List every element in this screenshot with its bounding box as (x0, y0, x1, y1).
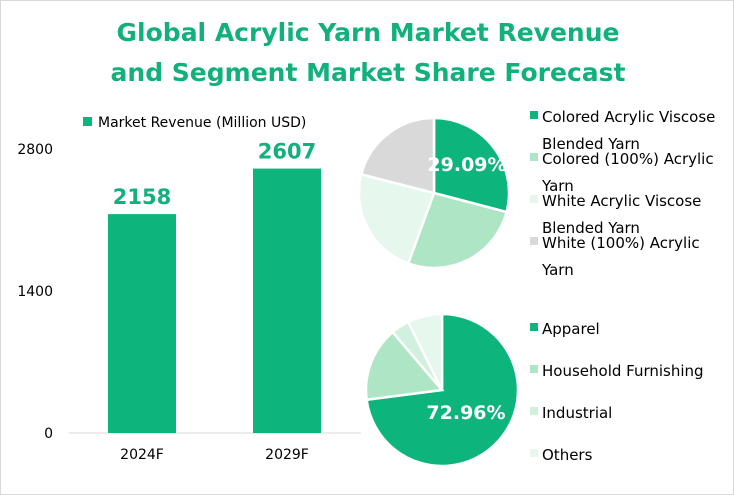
pie-data-label: 29.09% (427, 154, 506, 176)
pie-slice (406, 312, 444, 391)
pie-slice (364, 330, 445, 402)
legend-label: White (100%) Acrylic (542, 234, 700, 252)
legend-label: Others (542, 446, 593, 464)
x-tick-label: 2024F (120, 447, 164, 463)
pie-data-label: 72.96% (426, 402, 505, 424)
legend-swatch (530, 237, 538, 245)
legend-label: Household Furnishing (542, 362, 704, 380)
legend-swatch (530, 323, 538, 331)
legend-label: White Acrylic Viscose (542, 192, 701, 210)
pie-slice (406, 191, 509, 270)
bar-value-label: 2158 (113, 185, 171, 209)
chart-title-line-2: and Segment Market Share Forecast (110, 58, 626, 87)
pie-slice (359, 116, 436, 195)
legend-label: Market Revenue (Million USD) (98, 115, 306, 131)
legend-swatch (530, 153, 538, 161)
bar (253, 168, 321, 433)
x-tick-label: 2029F (265, 447, 309, 463)
y-tick-label: 1400 (17, 284, 53, 300)
legend-swatch (530, 195, 538, 203)
legend-swatch (530, 111, 538, 119)
pie-slice (432, 116, 511, 214)
legend-label: Colored (100%) Acrylic (542, 150, 714, 168)
pie-slice (357, 172, 436, 266)
legend-label: Blended Yarn (542, 219, 640, 237)
y-tick-label: 0 (44, 426, 53, 442)
legend-label: Yarn (541, 177, 574, 195)
y-tick-label: 2800 (17, 142, 53, 158)
legend-label: Colored Acrylic Viscose (542, 108, 715, 126)
legend-swatch (530, 365, 538, 373)
legend-swatch (530, 407, 538, 415)
bar (108, 214, 176, 433)
legend-label: Blended Yarn (542, 135, 640, 153)
legend-swatch (530, 449, 538, 457)
chart-title-line-1: Global Acrylic Yarn Market Revenue (116, 18, 620, 47)
legend-label: Apparel (542, 320, 600, 338)
legend-swatch (83, 117, 92, 126)
legend-label: Industrial (542, 404, 612, 422)
bar-value-label: 2607 (258, 140, 316, 164)
legend-label: Yarn (541, 261, 574, 279)
